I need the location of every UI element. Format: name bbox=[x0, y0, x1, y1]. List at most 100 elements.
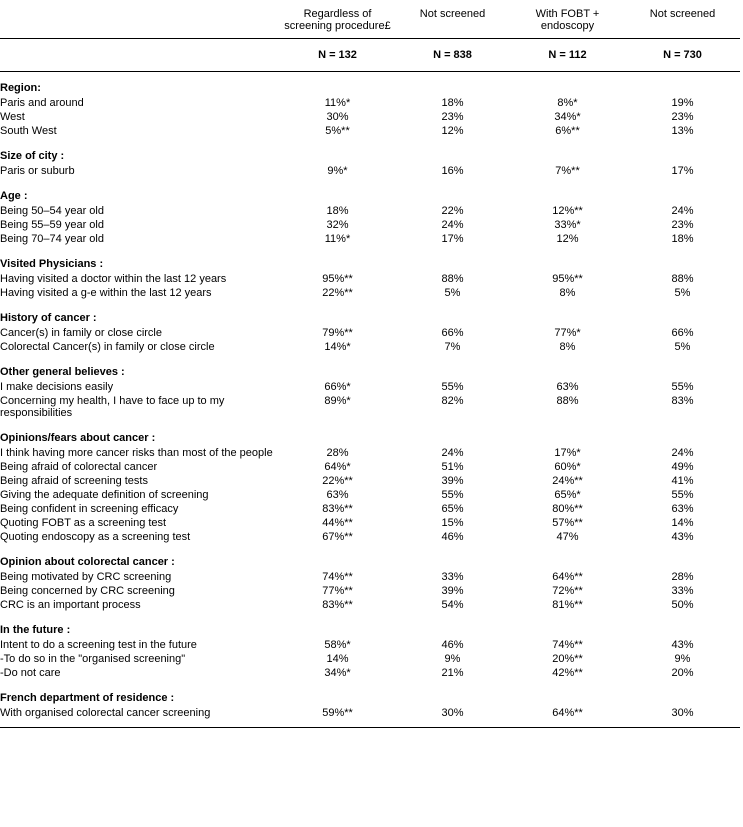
col-header-top-1: Not screened bbox=[395, 8, 510, 39]
row-value: 34%* bbox=[510, 110, 625, 124]
row-value: 17% bbox=[395, 232, 510, 246]
col-header-top-3: Not screened bbox=[625, 8, 740, 39]
row-value: 58%* bbox=[280, 638, 395, 652]
row-value: 46% bbox=[395, 530, 510, 544]
row-value: 12% bbox=[395, 124, 510, 138]
row-label: CRC is an important process bbox=[0, 598, 280, 612]
row-value: 5% bbox=[625, 286, 740, 300]
row-value: 28% bbox=[625, 570, 740, 584]
row-label: Being afraid of colorectal cancer bbox=[0, 460, 280, 474]
row-value: 83%** bbox=[280, 502, 395, 516]
row-value: 95%** bbox=[280, 272, 395, 286]
row-value: 33%* bbox=[510, 218, 625, 232]
row-value: 28% bbox=[280, 446, 395, 460]
row-value: 83%** bbox=[280, 598, 395, 612]
row-value: 74%** bbox=[510, 638, 625, 652]
row-value: 57%** bbox=[510, 516, 625, 530]
row-value: 30% bbox=[625, 706, 740, 728]
row-value: 18% bbox=[625, 232, 740, 246]
row-value: 33% bbox=[395, 570, 510, 584]
section-title: Size of city : bbox=[0, 138, 740, 164]
col-header-n-1: N = 838 bbox=[395, 39, 510, 72]
row-label: West bbox=[0, 110, 280, 124]
row-label: Concerning my health, I have to face up … bbox=[0, 394, 280, 420]
row-value: 80%** bbox=[510, 502, 625, 516]
row-value: 23% bbox=[625, 218, 740, 232]
row-value: 64%* bbox=[280, 460, 395, 474]
col-header-top-2: With FOBT + endoscopy bbox=[510, 8, 625, 39]
row-value: 15% bbox=[395, 516, 510, 530]
section-title: Age : bbox=[0, 178, 740, 204]
col-header-n-3: N = 730 bbox=[625, 39, 740, 72]
row-value: 14% bbox=[625, 516, 740, 530]
col-header-n-2: N = 112 bbox=[510, 39, 625, 72]
row-label: Quoting FOBT as a screening test bbox=[0, 516, 280, 530]
col-header-n-0: N = 132 bbox=[280, 39, 395, 72]
row-value: 55% bbox=[395, 488, 510, 502]
row-value: 24% bbox=[625, 446, 740, 460]
row-label: Intent to do a screening test in the fut… bbox=[0, 638, 280, 652]
row-value: 65% bbox=[395, 502, 510, 516]
row-value: 12%** bbox=[510, 204, 625, 218]
row-value: 6%** bbox=[510, 124, 625, 138]
row-value: 13% bbox=[625, 124, 740, 138]
row-value: 88% bbox=[510, 394, 625, 420]
row-value: 34%* bbox=[280, 666, 395, 680]
row-value: 24% bbox=[625, 204, 740, 218]
row-value: 83% bbox=[625, 394, 740, 420]
row-value: 18% bbox=[395, 96, 510, 110]
row-value: 24% bbox=[395, 218, 510, 232]
section-title: Visited Physicians : bbox=[0, 246, 740, 272]
row-value: 5% bbox=[625, 340, 740, 354]
row-value: 66% bbox=[625, 326, 740, 340]
section-title: French department of residence : bbox=[0, 680, 740, 706]
row-label: With organised colorectal cancer screeni… bbox=[0, 706, 280, 728]
row-value: 5% bbox=[395, 286, 510, 300]
row-value: 55% bbox=[625, 488, 740, 502]
row-value: 24% bbox=[395, 446, 510, 460]
row-value: 55% bbox=[625, 380, 740, 394]
row-value: 16% bbox=[395, 164, 510, 178]
row-value: 33% bbox=[625, 584, 740, 598]
row-value: 55% bbox=[395, 380, 510, 394]
row-value: 95%** bbox=[510, 272, 625, 286]
row-value: 72%** bbox=[510, 584, 625, 598]
row-label: Being 50–54 year old bbox=[0, 204, 280, 218]
row-value: 50% bbox=[625, 598, 740, 612]
row-value: 54% bbox=[395, 598, 510, 612]
row-value: 11%* bbox=[280, 96, 395, 110]
row-label: Colorectal Cancer(s) in family or close … bbox=[0, 340, 280, 354]
row-value: 89%* bbox=[280, 394, 395, 420]
row-value: 30% bbox=[395, 706, 510, 728]
row-value: 42%** bbox=[510, 666, 625, 680]
row-label: Being afraid of screening tests bbox=[0, 474, 280, 488]
row-value: 65%* bbox=[510, 488, 625, 502]
row-value: 14% bbox=[280, 652, 395, 666]
row-value: 30% bbox=[280, 110, 395, 124]
row-value: 67%** bbox=[280, 530, 395, 544]
row-value: 8% bbox=[510, 286, 625, 300]
row-value: 88% bbox=[625, 272, 740, 286]
row-value: 88% bbox=[395, 272, 510, 286]
row-value: 66%* bbox=[280, 380, 395, 394]
row-label: Quoting endoscopy as a screening test bbox=[0, 530, 280, 544]
row-value: 7%** bbox=[510, 164, 625, 178]
section-title: Other general believes : bbox=[0, 354, 740, 380]
row-label: Cancer(s) in family or close circle bbox=[0, 326, 280, 340]
row-value: 47% bbox=[510, 530, 625, 544]
col-header-top-0: Regardless of screening procedure£ bbox=[280, 8, 395, 39]
row-value: 24%** bbox=[510, 474, 625, 488]
row-value: 77%* bbox=[510, 326, 625, 340]
row-value: 39% bbox=[395, 584, 510, 598]
row-value: 74%** bbox=[280, 570, 395, 584]
row-label: Paris or suburb bbox=[0, 164, 280, 178]
row-label: Being motivated by CRC screening bbox=[0, 570, 280, 584]
row-value: 64%** bbox=[510, 706, 625, 728]
row-value: 7% bbox=[395, 340, 510, 354]
row-value: 20% bbox=[625, 666, 740, 680]
row-value: 32% bbox=[280, 218, 395, 232]
row-label: Having visited a g-e within the last 12 … bbox=[0, 286, 280, 300]
row-value: 79%** bbox=[280, 326, 395, 340]
row-label: -Do not care bbox=[0, 666, 280, 680]
row-value: 43% bbox=[625, 638, 740, 652]
